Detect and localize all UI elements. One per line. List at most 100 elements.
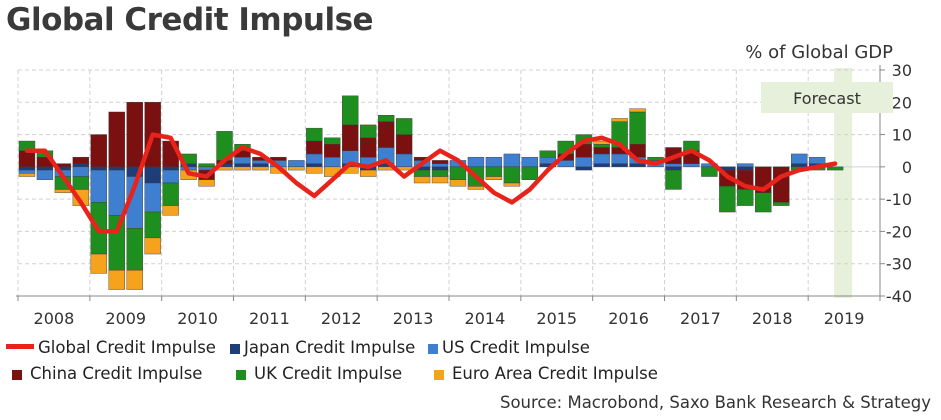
bar-uk-21 — [395, 118, 413, 135]
bar-china-20 — [377, 121, 395, 148]
bar-euro-24 — [449, 179, 467, 187]
bar-japan-32 — [593, 163, 610, 168]
legend-swatch-uk — [236, 370, 246, 380]
bar-uk-34 — [629, 111, 646, 145]
legend-label-euro: Euro Area Credit Impulse — [452, 364, 658, 383]
bar-us-32 — [593, 153, 610, 164]
bar-uk-3 — [72, 176, 90, 190]
forecast-box — [761, 82, 893, 113]
bar-us-5 — [108, 169, 125, 216]
forecast-label: Forecast — [793, 89, 861, 108]
bar-china-14 — [270, 156, 287, 161]
y-axis-unit-label: % of Global GDP — [745, 42, 893, 63]
chart-title: Global Credit Impulse — [6, 2, 374, 38]
bar-uk-39 — [719, 186, 736, 213]
bar-uk-29 — [539, 150, 556, 158]
bar-japan-13 — [252, 163, 269, 168]
bar-china-16 — [306, 140, 323, 155]
bar-uk-36 — [665, 169, 682, 190]
legend-swatch-japan — [230, 344, 240, 354]
bar-us-21 — [395, 153, 413, 168]
bar-euro-6 — [126, 269, 143, 290]
bar-uk-5 — [108, 215, 125, 271]
bar-euro-23 — [431, 176, 449, 184]
bar-uk-38 — [701, 166, 718, 177]
legend-label-us: US Credit Impulse — [442, 338, 590, 357]
bar-euro-19 — [360, 169, 377, 177]
bar-uk-45 — [826, 166, 844, 171]
bar-euro-10 — [198, 179, 215, 187]
bar-euro-12 — [234, 166, 251, 171]
bar-uk-27 — [503, 166, 521, 184]
bar-japan-8 — [162, 166, 179, 171]
legend-swatch-china — [12, 370, 22, 380]
legend-swatch-global — [6, 344, 34, 349]
bar-us-37 — [683, 163, 700, 168]
bar-euro-2 — [54, 189, 72, 193]
x-tick-label-2014: 2014 — [465, 309, 506, 328]
bar-japan-33 — [611, 163, 628, 168]
bar-japan-40 — [737, 166, 754, 171]
bar-uk-28 — [521, 166, 538, 180]
x-tick-label-2018: 2018 — [752, 309, 793, 328]
x-tick-label-2016: 2016 — [608, 309, 649, 328]
bar-uk-20 — [377, 114, 395, 122]
bar-us-13 — [252, 160, 269, 164]
legend-swatch-euro — [434, 370, 444, 380]
bar-euro-0 — [18, 173, 36, 177]
bar-uk-18 — [342, 95, 359, 126]
legend-label-uk: UK Credit Impulse — [254, 364, 403, 383]
bar-us-44 — [808, 156, 826, 164]
bar-china-5 — [108, 111, 125, 168]
bar-china-32 — [593, 147, 610, 155]
bar-uk-42 — [773, 202, 790, 206]
global-credit-impulse-line — [24, 132, 838, 234]
bar-japan-23 — [431, 166, 449, 171]
forecast-region — [834, 68, 853, 298]
bar-us-27 — [503, 153, 521, 168]
x-tick-label-2013: 2013 — [393, 309, 434, 328]
legend-label-china: China Credit Impulse — [30, 364, 203, 383]
bar-euro-27 — [503, 182, 521, 187]
bar-us-7 — [144, 182, 161, 213]
bar-uk-41 — [755, 192, 772, 213]
x-tick-label-2015: 2015 — [536, 309, 577, 328]
bar-china-4 — [90, 134, 107, 168]
bar-china-0 — [18, 150, 36, 168]
bar-us-40 — [737, 163, 754, 168]
y-tick-label-30: 30 — [892, 61, 912, 80]
bar-japan-0 — [18, 166, 36, 171]
bar-uk-22 — [413, 169, 431, 177]
bar-us-3 — [72, 166, 90, 177]
y-tick-label-20: 20 — [892, 93, 912, 112]
y-tick-label--20: -20 — [886, 222, 912, 241]
bar-us-43 — [791, 153, 808, 164]
bar-euro-26 — [485, 176, 503, 180]
bar-uk-6 — [126, 227, 143, 271]
x-tick-label-2012: 2012 — [321, 309, 362, 328]
bar-us-36 — [665, 163, 682, 168]
bar-uk-16 — [306, 127, 323, 142]
y-tick-label--10: -10 — [886, 190, 912, 209]
stacked-bars — [18, 95, 844, 290]
x-tick-label-2017: 2017 — [680, 309, 721, 328]
forecast-label-box: Forecast — [761, 82, 893, 113]
bar-japan-36 — [665, 166, 682, 171]
x-tick-label-2008: 2008 — [34, 309, 75, 328]
bar-euro-22 — [413, 176, 431, 184]
x-tick-label-2011: 2011 — [249, 309, 290, 328]
bar-euro-16 — [306, 166, 323, 174]
bar-japan-34 — [629, 163, 646, 168]
legend-label-japan: Japan Credit Impulse — [244, 338, 416, 357]
bar-us-25 — [467, 156, 485, 168]
bar-euro-34 — [629, 108, 646, 113]
bar-japan-4 — [90, 166, 107, 171]
legend-label-global: Global Credit Impulse — [38, 338, 216, 357]
bar-us-16 — [306, 153, 323, 164]
bar-uk-19 — [360, 124, 377, 138]
bar-uk-24 — [449, 166, 467, 180]
bar-japan-43 — [791, 163, 808, 168]
bar-china-21 — [395, 134, 413, 155]
bar-us-15 — [288, 160, 305, 168]
